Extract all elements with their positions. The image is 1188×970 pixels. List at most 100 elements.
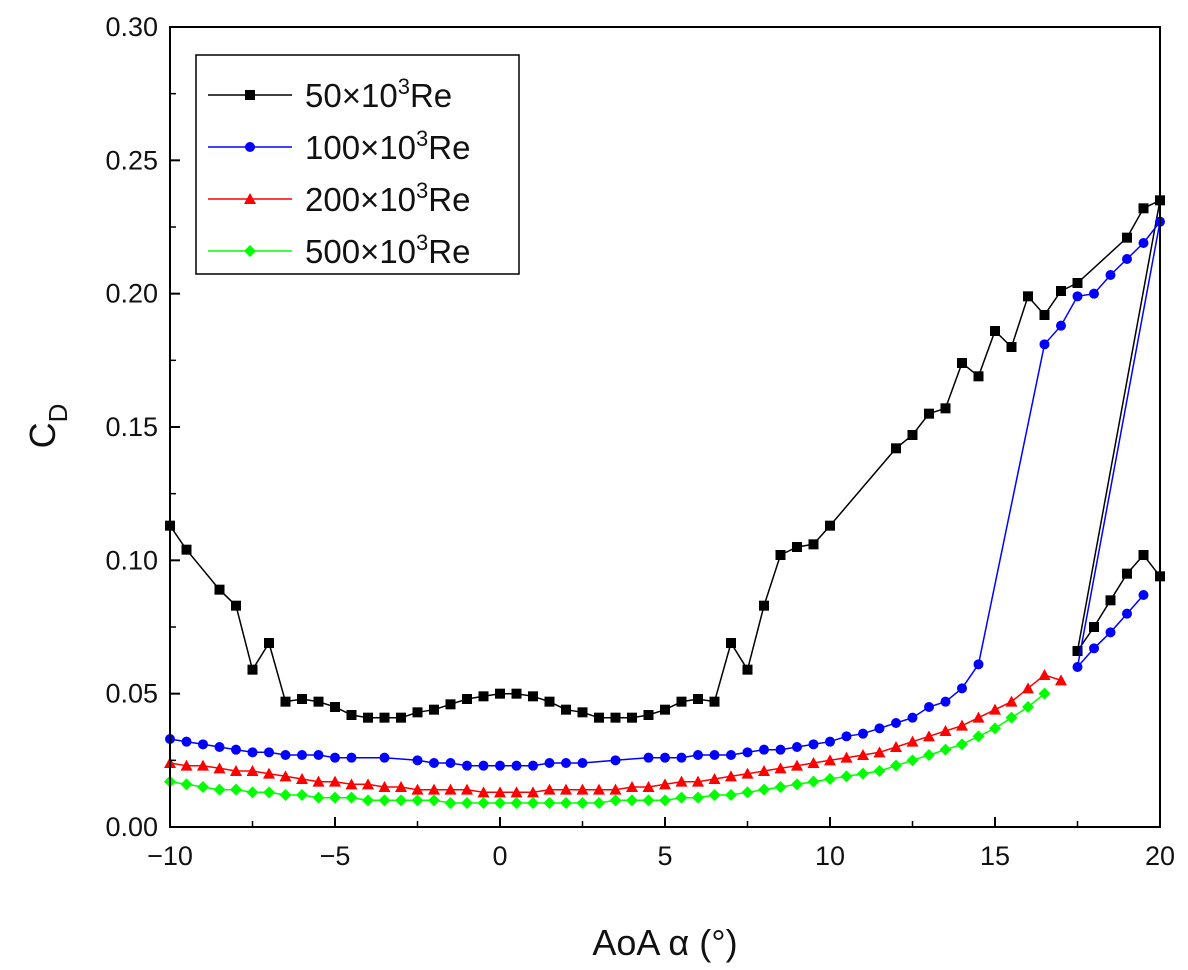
data-point — [1022, 701, 1034, 713]
data-point — [362, 794, 374, 807]
data-point — [923, 730, 935, 742]
data-point — [1122, 232, 1132, 243]
data-point — [956, 738, 968, 751]
legend-label-base: 200×10 — [305, 181, 416, 218]
data-point — [264, 638, 274, 648]
data-point — [576, 797, 589, 809]
data-point — [379, 752, 390, 763]
data-point — [1138, 203, 1149, 214]
data-point — [924, 702, 934, 712]
data-point — [312, 775, 325, 787]
data-point — [924, 408, 934, 419]
legend-label: 100×103Re — [305, 126, 470, 166]
data-point — [511, 688, 522, 699]
data-point — [478, 691, 489, 702]
data-point — [577, 707, 588, 718]
data-point — [676, 696, 687, 707]
data-point — [725, 789, 737, 801]
data-point — [230, 765, 242, 776]
data-point — [675, 775, 688, 787]
data-point — [429, 704, 439, 715]
legend-label: 50×103Re — [305, 74, 452, 114]
data-point — [808, 539, 819, 550]
data-point — [1138, 590, 1149, 600]
data-point — [1005, 711, 1018, 724]
data-point — [346, 752, 357, 763]
data-point — [990, 326, 1000, 336]
data-point — [858, 728, 868, 739]
data-point — [379, 712, 390, 723]
data-point — [825, 736, 835, 747]
data-point — [528, 691, 538, 702]
data-point — [345, 791, 358, 804]
data-point — [759, 600, 769, 611]
data-point — [527, 797, 539, 809]
data-point — [873, 765, 886, 777]
data-point — [989, 722, 1001, 735]
data-point — [609, 783, 622, 795]
data-point — [329, 791, 341, 804]
y-tick-label: 0.05 — [105, 679, 158, 709]
y-tick-label: 0.10 — [105, 545, 158, 575]
data-point — [857, 749, 869, 760]
data-point — [840, 770, 853, 783]
series-layer — [164, 195, 1165, 809]
data-point — [411, 783, 424, 795]
data-point — [412, 755, 423, 766]
data-point — [510, 786, 523, 798]
data-point — [709, 696, 720, 707]
data-point — [1105, 595, 1116, 606]
legend-label-exponent: 3 — [416, 178, 428, 203]
data-point — [774, 781, 787, 793]
legend-label-exponent: 3 — [416, 126, 428, 151]
legend-label-suffix: Re — [428, 129, 470, 166]
data-point — [775, 744, 786, 755]
x-tick-label: −10 — [147, 841, 193, 871]
data-point — [693, 750, 703, 760]
data-point — [279, 789, 292, 801]
data-point — [1122, 608, 1132, 619]
series-line — [169, 198, 1162, 719]
data-point — [462, 694, 472, 704]
data-point — [444, 797, 457, 809]
data-point — [1072, 646, 1083, 656]
data-point — [973, 371, 984, 382]
data-point — [543, 783, 556, 795]
data-point — [890, 759, 902, 772]
series-3 — [164, 669, 1067, 798]
data-point — [873, 746, 886, 758]
data-point — [758, 783, 770, 796]
data-point — [576, 783, 589, 795]
data-point — [610, 755, 621, 766]
data-point — [659, 794, 671, 807]
data-point — [511, 760, 522, 771]
data-point — [891, 718, 901, 728]
data-point — [610, 712, 621, 723]
legend-label-exponent: 3 — [398, 74, 410, 99]
legend-label-exponent: 3 — [416, 230, 428, 255]
data-point — [907, 430, 918, 440]
y-tick-label: 0.30 — [105, 12, 158, 42]
data-point — [461, 783, 473, 795]
data-point — [362, 778, 374, 790]
data-point — [279, 770, 292, 782]
data-point — [494, 786, 506, 798]
data-point — [643, 752, 654, 763]
data-point — [693, 694, 703, 704]
y-tick-label: 0.15 — [105, 412, 158, 442]
data-point — [1072, 662, 1083, 672]
data-point — [214, 742, 225, 752]
data-point — [1105, 270, 1116, 280]
y-axis-title-main: C — [22, 422, 63, 448]
y-axis-title: CD — [22, 404, 73, 449]
data-point — [198, 739, 208, 750]
data-point — [395, 781, 407, 792]
legend-marker — [244, 193, 256, 204]
data-point — [726, 638, 736, 648]
data-point — [247, 747, 258, 758]
data-point — [246, 786, 259, 799]
data-point — [560, 797, 572, 809]
data-point — [1138, 550, 1149, 560]
